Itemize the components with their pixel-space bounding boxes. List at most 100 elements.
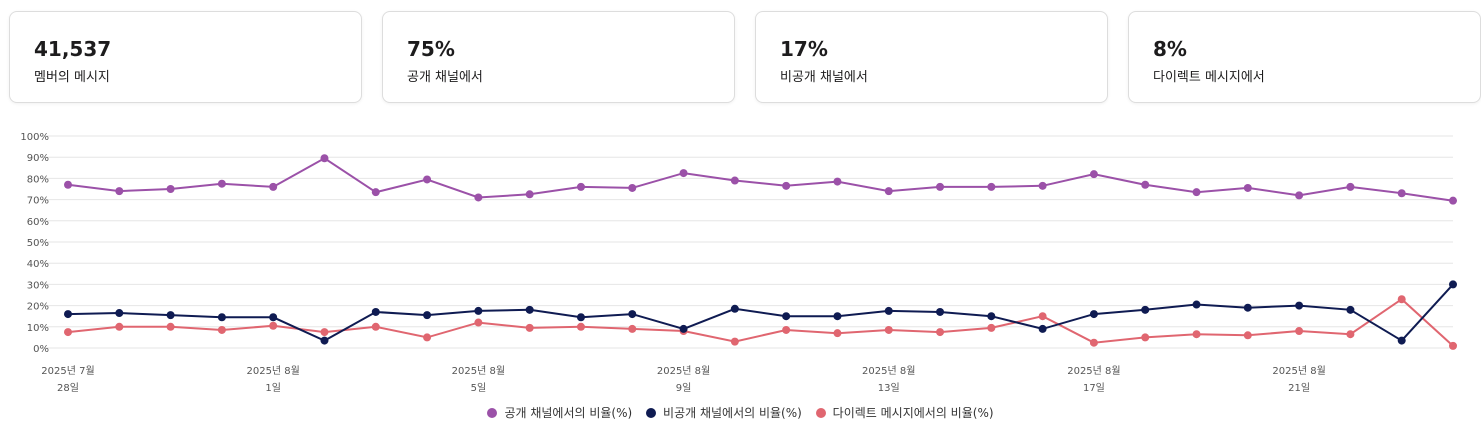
data-point [371,322,380,331]
stat-cards: 41,537 멤버의 메시지 75% 공개 채널에서 17% 비공개 채널에서 … [9,11,1481,105]
x-tick-label: 1일 [265,382,281,394]
data-point [628,183,637,192]
legend-dot-icon [646,407,657,418]
data-point [1089,338,1098,347]
x-tick-label: 13일 [878,382,900,394]
x-tick-label: 2025년 8월 [862,365,915,377]
y-tick-label: 10% [27,323,49,334]
data-point [525,305,534,314]
data-point [371,188,380,197]
data-point [1192,330,1201,339]
data-point [1141,333,1150,342]
data-point [320,328,329,337]
data-point [1038,181,1047,190]
series-line [67,157,1454,202]
y-tick-label: 40% [27,259,49,270]
data-point [1243,183,1252,192]
data-point [115,187,124,196]
data-point [423,333,432,342]
legend-item-public[interactable]: 공개 채널에서의 비율(%) [487,404,632,421]
data-point [166,322,175,331]
stat-label: 멤버의 메시지 [34,70,110,85]
x-tick-label: 5일 [471,382,487,394]
y-tick-label: 70% [27,196,49,207]
data-point [576,313,585,322]
stat-label: 공개 채널에서 [407,70,483,85]
data-point [320,336,329,345]
data-point [1038,324,1047,333]
data-point [833,312,842,321]
stat-card-dm: 8% 다이렉트 메시지에서 [1128,11,1481,103]
data-point [1141,305,1150,314]
series-line [67,283,1454,342]
y-tick-label: 100% [20,132,49,143]
data-point [474,193,483,202]
legend-item-dm[interactable]: 다이렉트 메시지에서의 비율(%) [815,404,994,421]
data-point [474,306,483,315]
stat-value: 41,537 [34,37,112,61]
y-tick-label: 90% [27,153,49,164]
data-point [884,325,893,334]
data-point [1449,341,1457,350]
data-point [833,329,842,338]
data-point [730,176,739,185]
data-point [64,310,72,319]
stat-value: 17% [780,37,828,61]
data-point [1089,310,1098,319]
data-point [628,324,637,333]
data-point [1295,301,1304,310]
y-tick-label: 80% [27,174,49,185]
data-point [1346,305,1355,314]
data-point [1397,189,1406,198]
stat-card-private: 17% 비공개 채널에서 [755,11,1108,103]
data-point [782,325,791,334]
stat-label: 다이렉트 메시지에서 [1153,70,1265,85]
y-tick-label: 30% [27,280,49,291]
data-point [166,311,175,320]
y-tick-label: 20% [27,302,49,313]
x-tick-label: 2025년 8월 [657,365,710,377]
data-point [679,169,688,178]
data-point [1397,295,1406,304]
legend-dot-icon [815,407,826,418]
data-point [987,312,996,321]
legend-label: 비공개 채널에서의 비율(%) [663,406,802,420]
data-point [1038,312,1047,321]
chart-legend: 공개 채널에서의 비율(%) 비공개 채널에서의 비율(%) 다이렉트 메시지에… [0,404,1481,421]
data-point [1295,191,1304,200]
x-tick-label: 9일 [676,382,692,394]
legend-label: 공개 채널에서의 비율(%) [504,406,633,420]
data-point [1397,336,1406,345]
data-point [1192,300,1201,309]
data-point [730,304,739,313]
stat-card-total-messages: 41,537 멤버의 메시지 [9,11,362,103]
data-point [576,182,585,191]
data-point [782,312,791,321]
stat-value: 75% [407,37,455,61]
data-point [884,306,893,315]
data-point [423,175,432,184]
x-tick-label: 17일 [1083,382,1105,394]
x-tick-label: 2025년 8월 [1272,365,1325,377]
x-tick-label: 2025년 7월 [41,365,94,377]
stat-value: 8% [1153,37,1187,61]
legend-dot-icon [487,407,498,418]
legend-item-private[interactable]: 비공개 채널에서의 비율(%) [646,404,802,421]
stat-card-public: 75% 공개 채널에서 [382,11,735,103]
data-point [628,310,637,319]
legend-label: 다이렉트 메시지에서의 비율(%) [832,406,994,420]
data-point [1449,196,1457,205]
data-point [474,318,483,327]
data-point [525,190,534,199]
data-point [1141,180,1150,189]
x-tick-label: 2025년 8월 [1067,365,1120,377]
data-point [679,324,688,333]
data-point [1346,330,1355,339]
data-point [115,322,124,331]
data-point [833,177,842,186]
data-point [525,323,534,332]
data-point [1346,182,1355,191]
data-point [987,323,996,332]
data-point [64,328,72,337]
data-point [269,182,278,191]
